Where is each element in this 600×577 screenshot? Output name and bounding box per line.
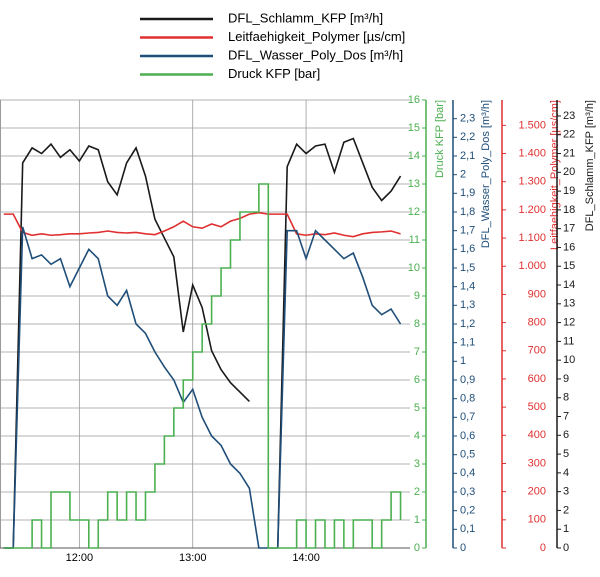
y-axis-title: DFL_Schlamm_KFP [m³/h]	[584, 100, 596, 231]
y-tick-label: 13	[408, 178, 420, 190]
y-tick-label: 4	[563, 467, 569, 479]
y-tick-label: 15	[408, 122, 420, 134]
y-tick-label: 200	[528, 486, 546, 498]
y-tick-label: 14	[563, 279, 575, 291]
y-tick-label: 1	[563, 523, 569, 535]
y-tick-label: 1	[460, 355, 466, 367]
y-tick-label: 6	[563, 429, 569, 441]
y-tick-label: 2	[460, 169, 466, 181]
y-tick-label: 10	[408, 262, 420, 274]
y-tick-label: 10	[563, 354, 575, 366]
legend-label: DFL_Schlamm_KFP [m³/h]	[228, 10, 383, 25]
y-tick-label: 0,9	[460, 374, 475, 386]
y-tick-label: 16	[563, 241, 575, 253]
y-tick-label: 11	[409, 234, 420, 246]
y-tick-label: 0,5	[460, 449, 475, 461]
x-tick-label: 13:00	[179, 552, 207, 564]
y-tick-label: 1,5	[460, 262, 475, 274]
y-tick-label: 100	[528, 514, 546, 526]
y-tick-label: 5	[563, 448, 569, 460]
y-tick-label: 0,4	[460, 467, 475, 479]
x-tick-label: 14:00	[292, 552, 320, 564]
y-tick-label: 2	[563, 504, 569, 516]
y-tick-label: 22	[563, 129, 575, 141]
y-tick-label: 1	[414, 514, 420, 526]
y-tick-label: 8	[563, 392, 569, 404]
y-tick-label: 1,8	[460, 206, 475, 218]
y-tick-label: 900	[528, 288, 546, 300]
y-tick-label: 21	[563, 147, 575, 159]
y-tick-label: 1,4	[460, 281, 475, 293]
legend-label: DFL_Wasser_Poly_Dos [m³/h]	[228, 47, 403, 62]
y-tick-label: 0,7	[460, 411, 475, 423]
y-axis-title: Druck KFP [bar]	[434, 100, 446, 178]
legend-label: Leitfaehigkeit_Polymer [µs/cm]	[228, 29, 405, 44]
series-line	[3, 226, 402, 549]
y-tick-label: 1.200	[518, 204, 546, 216]
y-tick-label: 700	[528, 345, 546, 357]
y-axis-title: Leitfaehigkeit_Polymer [µs/cm]	[549, 100, 561, 250]
y-tick-label: 800	[528, 316, 546, 328]
series-line	[3, 183, 402, 549]
y-tick-label: 1.300	[518, 176, 546, 188]
y-tick-label: 12	[563, 316, 575, 328]
y-tick-label: 0	[460, 542, 466, 554]
y-tick-label: 5	[414, 402, 420, 414]
y-tick-label: 0,1	[460, 523, 475, 535]
y-tick-label: 11	[563, 335, 574, 347]
y-tick-label: 7	[563, 410, 569, 422]
y-tick-label: 13	[563, 298, 575, 310]
y-tick-label: 0	[563, 542, 569, 554]
y-tick-label: 3	[414, 458, 420, 470]
y-tick-label: 2,2	[460, 131, 475, 143]
y-tick-label: 300	[528, 457, 546, 469]
y-tick-label: 19	[563, 185, 575, 197]
y-tick-label: 0,6	[460, 430, 475, 442]
y-axis-title: DFL_Wasser_Poly_Dos [m³/h]	[480, 100, 492, 248]
x-tick-label: 12:00	[66, 552, 94, 564]
y-tick-label: 2	[414, 486, 420, 498]
y-tick-label: 600	[528, 373, 546, 385]
y-tick-label: 0,2	[460, 505, 475, 517]
series-line	[3, 211, 401, 238]
legend-label: Druck KFP [bar]	[228, 66, 320, 81]
y-tick-label: 500	[528, 401, 546, 413]
y-tick-label: 0	[540, 542, 546, 554]
y-tick-label: 1,6	[460, 243, 475, 255]
y-tick-label: 7	[414, 346, 420, 358]
y-tick-label: 0,8	[460, 393, 475, 405]
y-tick-label: 20	[563, 166, 575, 178]
y-tick-label: 1.000	[518, 260, 546, 272]
y-tick-label: 0,3	[460, 486, 475, 498]
y-tick-label: 9	[414, 290, 420, 302]
y-tick-label: 14	[408, 150, 420, 162]
y-tick-label: 1,9	[460, 187, 475, 199]
y-tick-label: 23	[563, 110, 575, 122]
y-tick-label: 6	[414, 374, 420, 386]
y-tick-label: 4	[414, 430, 420, 442]
y-tick-label: 1,1	[460, 337, 475, 349]
y-tick-label: 1,3	[460, 299, 475, 311]
y-tick-label: 1.100	[518, 232, 546, 244]
y-tick-label: 17	[563, 223, 575, 235]
y-tick-label: 2,3	[460, 113, 475, 125]
y-tick-label: 3	[563, 486, 569, 498]
y-tick-label: 1.500	[518, 119, 546, 131]
y-tick-label: 0	[414, 542, 420, 554]
y-tick-label: 18	[563, 204, 575, 216]
y-tick-label: 400	[528, 429, 546, 441]
y-tick-label: 12	[408, 206, 420, 218]
y-tick-label: 16	[408, 94, 420, 106]
y-tick-label: 9	[563, 373, 569, 385]
y-tick-label: 15	[563, 260, 575, 272]
y-tick-label: 2,1	[460, 150, 475, 162]
y-tick-label: 1,7	[460, 225, 475, 237]
y-tick-label: 1,2	[460, 318, 475, 330]
series-line	[3, 137, 402, 549]
y-tick-label: 8	[414, 318, 420, 330]
y-tick-label: 1.400	[518, 147, 546, 159]
